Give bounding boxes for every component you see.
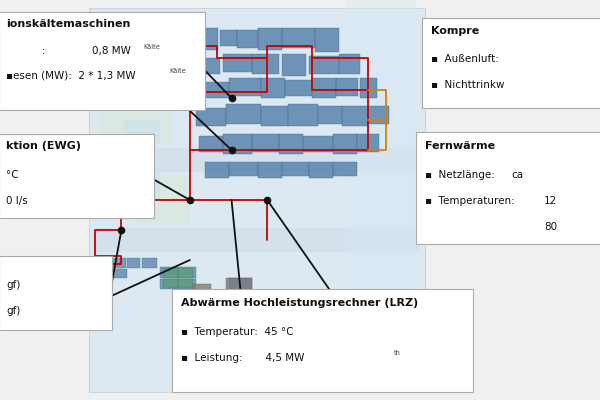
FancyBboxPatch shape bbox=[282, 28, 315, 48]
Text: ▪  Außenluft:: ▪ Außenluft: bbox=[431, 54, 499, 64]
FancyBboxPatch shape bbox=[220, 30, 238, 46]
FancyBboxPatch shape bbox=[359, 78, 377, 98]
FancyBboxPatch shape bbox=[232, 294, 253, 302]
FancyBboxPatch shape bbox=[312, 78, 336, 98]
Text: ▪  Leistung:       4,5 MW: ▪ Leistung: 4,5 MW bbox=[181, 353, 304, 363]
Text: ▪  Netzlänge:: ▪ Netzlänge: bbox=[425, 170, 495, 180]
FancyBboxPatch shape bbox=[226, 104, 262, 124]
Text: 0 l/s: 0 l/s bbox=[7, 196, 28, 206]
FancyBboxPatch shape bbox=[303, 136, 333, 152]
FancyBboxPatch shape bbox=[163, 268, 178, 278]
FancyBboxPatch shape bbox=[118, 168, 160, 200]
FancyBboxPatch shape bbox=[0, 12, 205, 110]
FancyBboxPatch shape bbox=[172, 289, 473, 392]
FancyBboxPatch shape bbox=[112, 269, 127, 278]
Text: 0,8 MW: 0,8 MW bbox=[92, 46, 131, 56]
FancyBboxPatch shape bbox=[288, 104, 318, 126]
FancyBboxPatch shape bbox=[279, 134, 303, 154]
FancyBboxPatch shape bbox=[199, 58, 220, 74]
FancyBboxPatch shape bbox=[309, 56, 338, 74]
Text: 12: 12 bbox=[544, 196, 557, 206]
FancyBboxPatch shape bbox=[344, 0, 416, 392]
FancyBboxPatch shape bbox=[229, 278, 253, 294]
FancyBboxPatch shape bbox=[336, 78, 358, 96]
FancyBboxPatch shape bbox=[315, 28, 338, 52]
FancyBboxPatch shape bbox=[199, 136, 223, 152]
FancyBboxPatch shape bbox=[127, 258, 140, 268]
FancyBboxPatch shape bbox=[0, 256, 112, 330]
FancyBboxPatch shape bbox=[238, 30, 259, 48]
FancyBboxPatch shape bbox=[0, 134, 154, 218]
Text: ktion (EWG): ktion (EWG) bbox=[7, 141, 82, 151]
Text: gf): gf) bbox=[7, 280, 21, 290]
FancyBboxPatch shape bbox=[356, 134, 379, 152]
FancyBboxPatch shape bbox=[338, 54, 359, 74]
FancyBboxPatch shape bbox=[95, 228, 419, 252]
FancyBboxPatch shape bbox=[282, 162, 309, 176]
FancyBboxPatch shape bbox=[178, 279, 196, 289]
Text: ▪  Nichttrinkw: ▪ Nichttrinkw bbox=[431, 80, 505, 90]
FancyBboxPatch shape bbox=[193, 28, 218, 50]
Text: ionskältemaschinen: ionskältemaschinen bbox=[7, 19, 131, 29]
FancyBboxPatch shape bbox=[98, 269, 112, 278]
FancyBboxPatch shape bbox=[259, 162, 282, 178]
FancyBboxPatch shape bbox=[318, 106, 341, 124]
FancyBboxPatch shape bbox=[229, 162, 259, 176]
Text: Abwärme Hochleistungsrechner (LRZ): Abwärme Hochleistungsrechner (LRZ) bbox=[181, 298, 418, 308]
FancyBboxPatch shape bbox=[112, 258, 125, 268]
FancyBboxPatch shape bbox=[98, 258, 112, 268]
Text: Kälte: Kälte bbox=[169, 68, 186, 74]
FancyBboxPatch shape bbox=[285, 80, 312, 96]
FancyBboxPatch shape bbox=[223, 54, 253, 72]
Text: th: th bbox=[394, 350, 400, 356]
FancyBboxPatch shape bbox=[142, 258, 157, 268]
FancyBboxPatch shape bbox=[101, 84, 172, 144]
Text: °C: °C bbox=[7, 170, 19, 180]
FancyBboxPatch shape bbox=[163, 279, 178, 288]
Text: gf): gf) bbox=[7, 306, 21, 316]
FancyBboxPatch shape bbox=[160, 279, 178, 289]
Text: :: : bbox=[7, 46, 46, 56]
FancyBboxPatch shape bbox=[178, 279, 193, 288]
Text: Kompre: Kompre bbox=[431, 26, 479, 36]
FancyBboxPatch shape bbox=[136, 176, 190, 224]
Text: 80: 80 bbox=[544, 222, 557, 232]
FancyBboxPatch shape bbox=[422, 18, 600, 108]
FancyBboxPatch shape bbox=[95, 148, 419, 172]
FancyBboxPatch shape bbox=[205, 82, 229, 98]
FancyBboxPatch shape bbox=[178, 268, 193, 278]
FancyBboxPatch shape bbox=[253, 54, 279, 74]
Text: ▪esen (MW):  2 * 1,3 MW: ▪esen (MW): 2 * 1,3 MW bbox=[7, 70, 136, 80]
Text: ca: ca bbox=[511, 170, 523, 180]
FancyBboxPatch shape bbox=[262, 106, 288, 126]
FancyBboxPatch shape bbox=[229, 78, 262, 96]
FancyBboxPatch shape bbox=[368, 106, 389, 124]
FancyBboxPatch shape bbox=[89, 8, 425, 392]
FancyBboxPatch shape bbox=[205, 162, 229, 178]
FancyBboxPatch shape bbox=[178, 267, 196, 278]
FancyBboxPatch shape bbox=[282, 54, 306, 76]
Text: Kälte: Kälte bbox=[143, 44, 160, 50]
FancyBboxPatch shape bbox=[333, 162, 356, 176]
FancyBboxPatch shape bbox=[309, 162, 333, 178]
Text: ▪  Temperatur:  45 °C: ▪ Temperatur: 45 °C bbox=[181, 327, 293, 337]
FancyBboxPatch shape bbox=[223, 134, 253, 154]
FancyBboxPatch shape bbox=[259, 28, 282, 50]
FancyBboxPatch shape bbox=[124, 120, 160, 144]
FancyBboxPatch shape bbox=[416, 132, 600, 244]
FancyBboxPatch shape bbox=[333, 134, 356, 154]
FancyBboxPatch shape bbox=[262, 78, 285, 98]
FancyBboxPatch shape bbox=[196, 108, 226, 126]
FancyBboxPatch shape bbox=[160, 267, 178, 278]
Text: Fernwärme: Fernwärme bbox=[425, 141, 495, 151]
FancyBboxPatch shape bbox=[193, 284, 211, 294]
Text: ▪  Temperaturen:: ▪ Temperaturen: bbox=[425, 196, 515, 206]
FancyBboxPatch shape bbox=[253, 134, 279, 152]
FancyBboxPatch shape bbox=[341, 106, 368, 126]
FancyBboxPatch shape bbox=[226, 278, 253, 298]
